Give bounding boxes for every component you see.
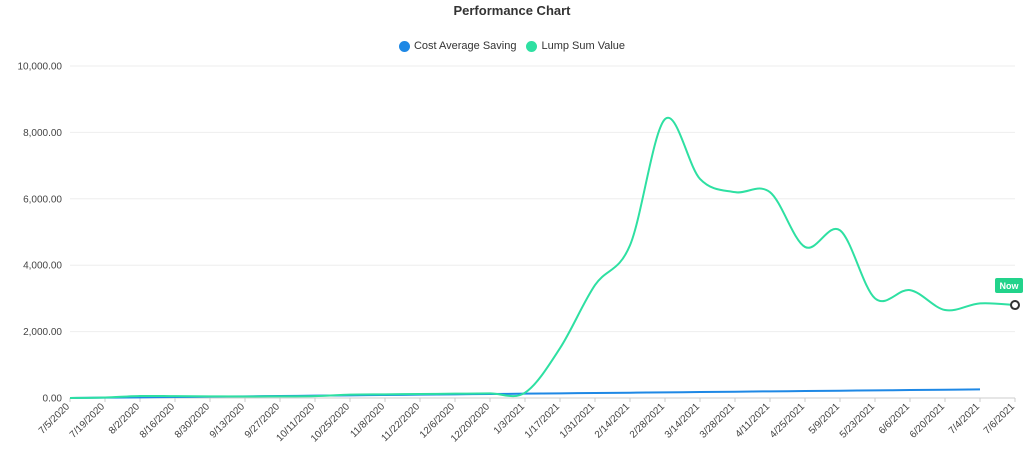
x-tick-label: 2/28/2021 — [628, 401, 668, 441]
y-tick-label: 2,000.00 — [23, 327, 62, 338]
legend-label-lump-sum: Lump Sum Value — [541, 40, 626, 52]
x-tick-label: 11/22/2020 — [379, 401, 422, 444]
x-tick-label: 5/23/2021 — [838, 401, 878, 441]
x-tick-label: 8/30/2020 — [173, 401, 213, 441]
x-tick-label: 9/13/2020 — [208, 401, 248, 441]
y-tick-label: 4,000.00 — [23, 261, 62, 272]
y-tick-label: 10,000.00 — [18, 62, 63, 73]
x-tick-label: 3/14/2021 — [663, 401, 703, 441]
legend-item-lump-sum[interactable]: Lump Sum Value — [526, 40, 625, 52]
x-tick-label: 4/25/2021 — [768, 401, 808, 441]
x-tick-label: 7/4/2021 — [947, 401, 983, 437]
legend-swatch-lump-sum — [526, 40, 538, 52]
now-point-marker — [1010, 300, 1020, 311]
series-line-lump-sum — [69, 116, 1016, 399]
x-tick-label: 3/28/2021 — [698, 401, 738, 441]
now-badge — [995, 278, 1023, 294]
y-tick-label: 6,000.00 — [23, 194, 62, 205]
x-tick-label: 7/6/2021 — [982, 401, 1018, 437]
x-tick-label: 7/5/2020 — [37, 401, 73, 437]
x-tick-label: 1/17/2021 — [523, 401, 563, 441]
x-tick-label: 8/16/2020 — [138, 401, 178, 441]
now-badge-label: Now — [1000, 281, 1020, 291]
legend-swatch-cost-average — [398, 40, 410, 52]
x-tick-label: 4/11/2021 — [733, 401, 772, 440]
x-tick-label: 5/9/2021 — [807, 401, 843, 437]
x-tick-label: 8/2/2020 — [107, 401, 143, 437]
x-tick-label: 2/14/2021 — [593, 401, 633, 441]
legend-item-cost-average[interactable]: Cost Average Saving — [398, 40, 517, 52]
legend-label-cost-average: Cost Average Saving — [413, 40, 517, 52]
x-tick-label: 6/20/2021 — [908, 401, 948, 441]
x-tick-label: 6/6/2021 — [877, 401, 913, 437]
y-tick-label: 0.00 — [43, 394, 63, 405]
chart-legend: Cost Average Saving Lump Sum Value — [0, 40, 1024, 52]
x-tick-label: 7/19/2020 — [68, 401, 108, 441]
y-tick-label: 8,000.00 — [23, 128, 62, 139]
x-tick-label: 1/31/2021 — [558, 401, 598, 441]
x-tick-label: 1/3/2021 — [492, 401, 528, 437]
chart-title: Performance Chart — [453, 3, 571, 18]
